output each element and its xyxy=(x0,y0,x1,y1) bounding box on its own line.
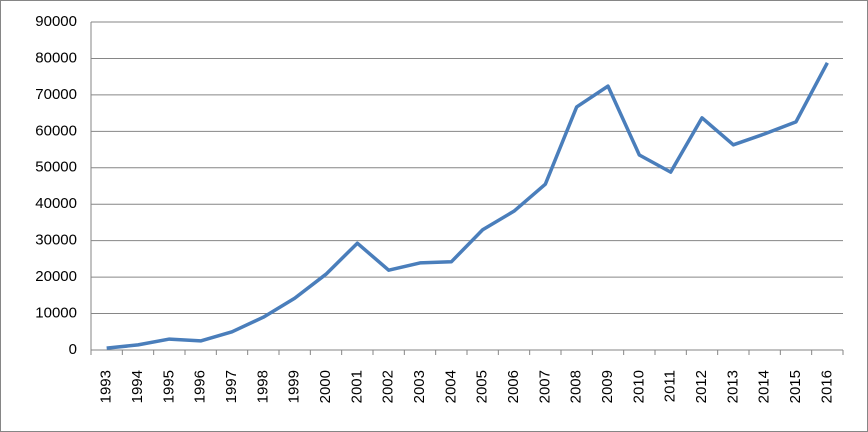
data-line xyxy=(106,61,829,350)
x-tick-label: 1998 xyxy=(254,370,271,403)
x-tick-label: 2001 xyxy=(348,370,365,403)
y-tick-label: 80000 xyxy=(35,49,77,66)
y-tick-label: 40000 xyxy=(35,195,77,212)
x-tick-label: 2005 xyxy=(474,370,491,403)
x-tick-label: 2009 xyxy=(599,370,616,403)
x-tick-label: 2013 xyxy=(724,370,741,403)
x-tick-label: 2012 xyxy=(693,370,710,403)
x-tick-label: 2016 xyxy=(818,370,835,403)
y-tick-label: 20000 xyxy=(35,268,77,285)
y-tick-label: 30000 xyxy=(35,232,77,249)
x-tick-label: 2003 xyxy=(411,370,428,403)
y-tick-label: 90000 xyxy=(35,13,77,30)
x-tick-label: 2010 xyxy=(630,370,647,403)
x-tick-label: 2006 xyxy=(505,370,522,403)
x-tick-label: 1994 xyxy=(129,370,146,403)
y-tick-label: 10000 xyxy=(35,305,77,322)
x-tick-label: 1993 xyxy=(98,370,115,403)
x-tick-label: 2000 xyxy=(317,370,334,403)
x-tick-label: 2011 xyxy=(662,370,679,402)
x-tick-label: 2004 xyxy=(442,370,459,403)
y-tick-label: 0 xyxy=(69,341,77,358)
x-tick-label: 2008 xyxy=(568,370,585,403)
y-tick-label: 70000 xyxy=(35,86,77,103)
x-tick-label: 2002 xyxy=(380,370,397,403)
x-tick-label: 2014 xyxy=(756,370,773,403)
y-tick-label: 60000 xyxy=(35,122,77,139)
x-tick-label: 1996 xyxy=(192,370,209,403)
x-tick-label: 1997 xyxy=(223,370,240,403)
x-tick-label: 2007 xyxy=(536,370,553,403)
x-tick-label: 2015 xyxy=(787,370,804,403)
x-tick-label: 1999 xyxy=(286,370,303,403)
x-tick-label: 1995 xyxy=(160,370,177,403)
y-tick-label: 50000 xyxy=(35,159,77,176)
